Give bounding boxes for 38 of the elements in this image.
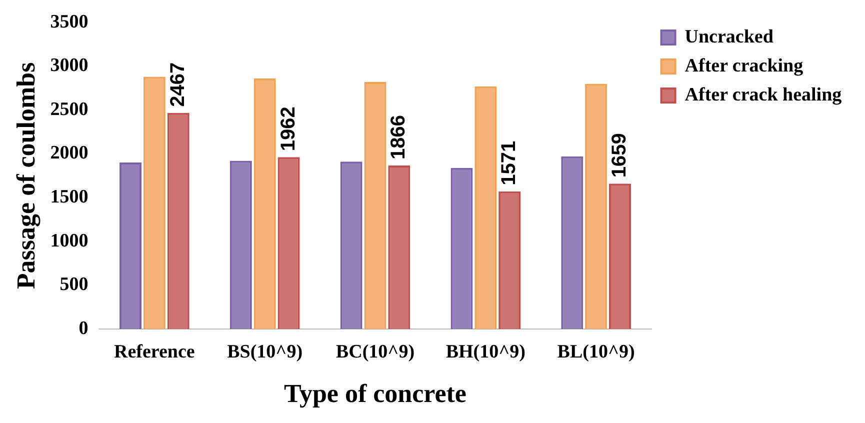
bar (608, 184, 631, 329)
bar (561, 156, 584, 329)
bar (119, 162, 142, 329)
y-tick-label: 1000 (50, 230, 88, 252)
x-axis-title: Type of concrete (284, 379, 466, 408)
y-tick-label: 2000 (50, 142, 88, 164)
bar (254, 78, 276, 329)
data-label: 1571 (498, 140, 520, 186)
y-tick-label: 2500 (50, 98, 88, 120)
legend-label: After crack healing (684, 84, 842, 106)
bar (143, 76, 166, 329)
bar (450, 168, 473, 329)
bar (230, 160, 252, 329)
x-tick-label: BH(10^9) (446, 341, 526, 362)
data-label: 1866 (388, 115, 410, 160)
bar (498, 191, 521, 329)
data-label: 1659 (608, 133, 630, 178)
data-label: 2467 (166, 62, 189, 107)
bar (388, 166, 410, 329)
x-tick-label: BS(10^9) (227, 341, 303, 362)
x-tick-label: BL(10^9) (557, 341, 635, 362)
bar (167, 112, 190, 329)
y-tick-label: 0 (78, 318, 88, 339)
bar (278, 157, 300, 329)
bar (474, 86, 497, 329)
legend-label: After cracking (684, 55, 804, 76)
y-axis-title: Passage of coulombs (11, 62, 40, 290)
x-tick-label: Reference (114, 341, 195, 362)
y-tick-label: 500 (60, 274, 88, 296)
x-tick-label: BC(10^9) (336, 341, 415, 362)
y-tick-label: 3000 (50, 55, 88, 76)
bar (364, 82, 386, 329)
y-tick-label: 1500 (50, 186, 88, 208)
bar (340, 162, 362, 329)
legend-label: Uncracked (684, 26, 774, 48)
y-tick-label: 3500 (50, 11, 88, 32)
data-label: 1962 (277, 106, 300, 152)
bar (585, 84, 608, 329)
